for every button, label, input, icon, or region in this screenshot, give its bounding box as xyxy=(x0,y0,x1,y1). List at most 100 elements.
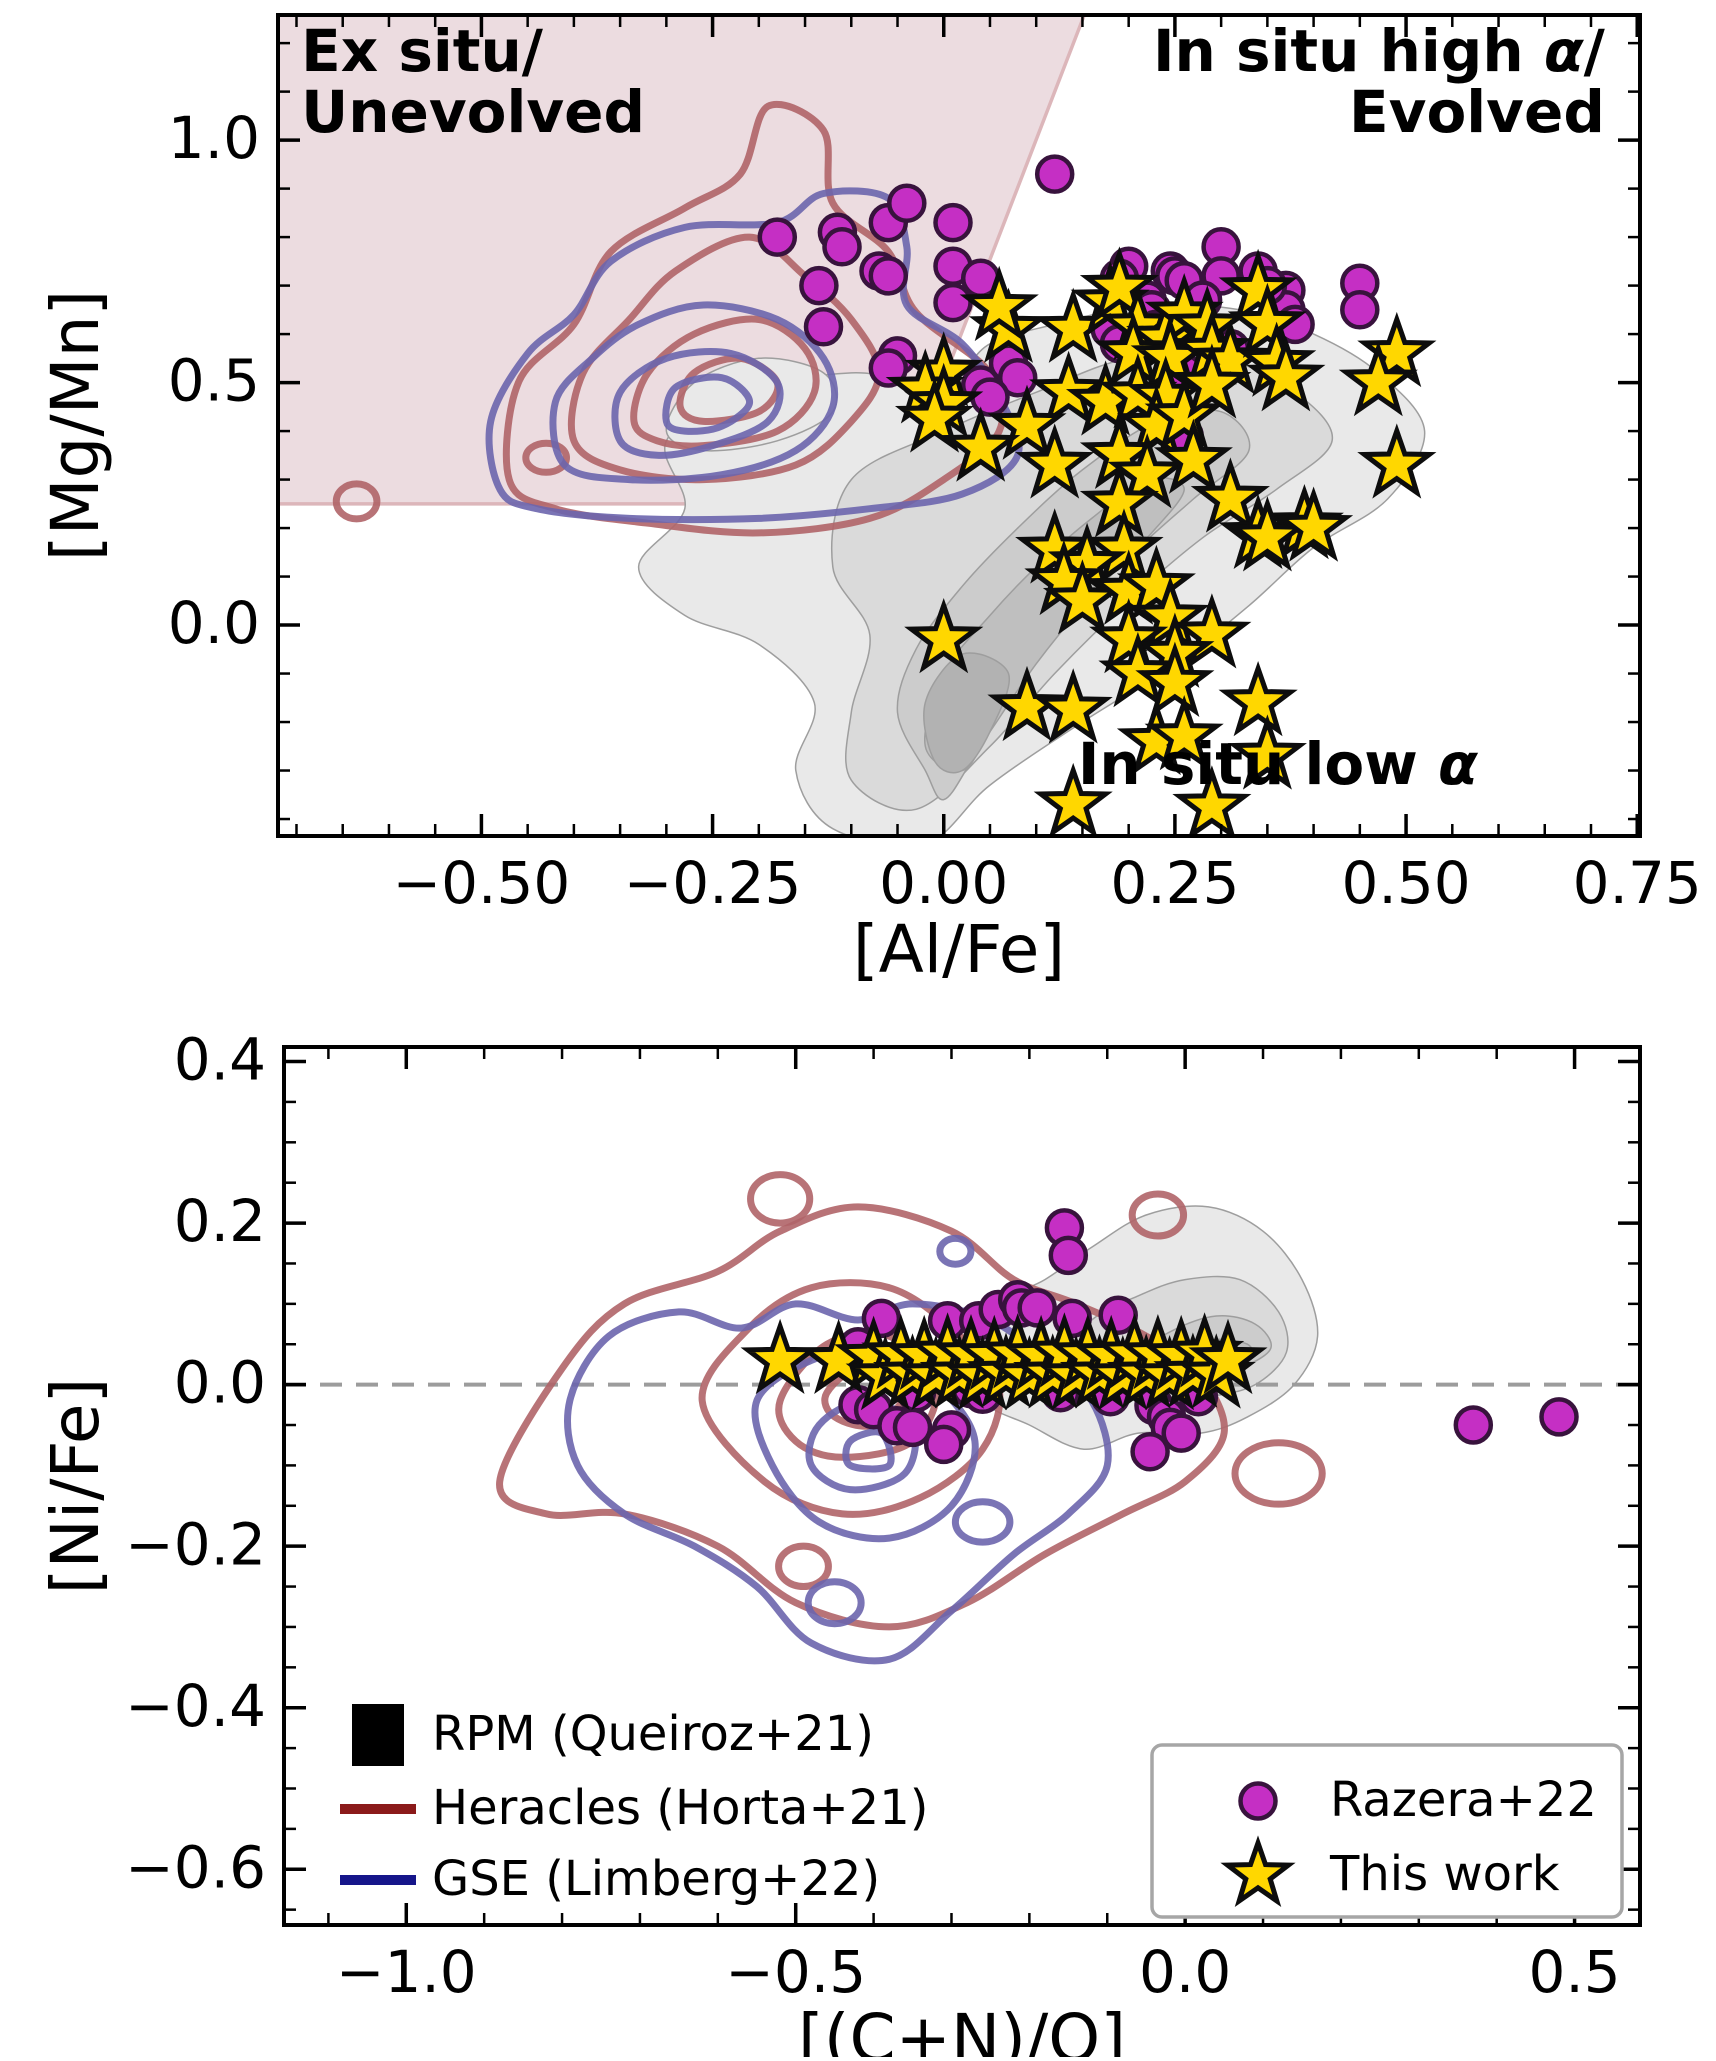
circle-marker xyxy=(822,227,862,267)
heracles-contour-island xyxy=(1128,1190,1188,1240)
region-annotation: Unevolved xyxy=(301,78,645,146)
heracles-contour-island xyxy=(522,439,570,476)
circle-marker xyxy=(799,265,839,306)
heracles-contour xyxy=(502,100,1007,537)
circle-marker xyxy=(1340,290,1380,330)
star-marker xyxy=(1188,1318,1268,1395)
x-tick-label: 0.5 xyxy=(1528,1938,1620,2006)
x-tick-label: 0.25 xyxy=(1110,849,1239,917)
star-marker xyxy=(1015,423,1095,499)
y-tick-label: −0.4 xyxy=(125,1672,266,1740)
star-marker xyxy=(1338,340,1418,417)
x-tick-label: 0.50 xyxy=(1341,849,1470,917)
heracles-contour xyxy=(630,315,820,450)
star-marker xyxy=(1190,457,1270,533)
star-marker xyxy=(1015,508,1095,584)
gse-contour xyxy=(549,301,839,484)
region-annotation: Ex situ/ xyxy=(301,17,544,85)
region-annotation: Evolved xyxy=(1349,78,1605,146)
circle-marker xyxy=(1130,1431,1170,1472)
top-panel-y-axis-title: [Mg/Mn] xyxy=(37,290,114,561)
circle-marker xyxy=(868,256,909,296)
y-tick-label: −0.2 xyxy=(125,1510,266,1578)
heracles-contour-island xyxy=(332,480,381,523)
star-marker xyxy=(1172,765,1252,836)
legend-label: Heracles (Horta+21) xyxy=(432,1780,928,1836)
circle-marker xyxy=(1539,1397,1579,1437)
region-annotation: In situ low α xyxy=(1078,730,1479,798)
bottom-panel-y-axis-title: [Ni/Fe] xyxy=(37,1378,114,1594)
top-panel-x-axis-title: [Al/Fe] xyxy=(853,911,1065,988)
top-panel-frame xyxy=(276,13,1642,838)
legend-samples: Razera+22 This work xyxy=(1150,1743,1624,1919)
circle-marker xyxy=(1453,1405,1494,1445)
circle-marker xyxy=(933,202,973,243)
gse-contour xyxy=(485,187,1023,524)
x-tick-label: −0.5 xyxy=(725,1938,866,2006)
star-marker xyxy=(987,384,1067,460)
star-marker xyxy=(1028,350,1109,426)
x-tick-label: 0.75 xyxy=(1573,849,1702,917)
y-tick-label: 0.0 xyxy=(168,589,260,657)
legend-circle-marker xyxy=(1238,1781,1278,1821)
circle-marker xyxy=(868,348,909,388)
star-marker xyxy=(1172,343,1252,419)
star-marker xyxy=(1144,694,1224,771)
circle-marker xyxy=(887,183,927,223)
circle-marker xyxy=(1034,154,1075,194)
bottom-panel-frame xyxy=(282,1045,1642,1927)
star-marker xyxy=(1172,593,1252,669)
top-panel: Ex situ/Unevolved In situ high α/Evolved I… xyxy=(37,13,1702,988)
star-marker xyxy=(1227,714,1307,790)
circle-marker xyxy=(757,217,798,257)
star-marker xyxy=(1135,641,1215,717)
x-tick-label: −1.0 xyxy=(336,1938,477,2006)
legend-star-marker xyxy=(1220,1835,1296,1908)
x-tick-label: −0.25 xyxy=(624,849,802,917)
heracles-contour-island xyxy=(775,1542,832,1591)
circle-marker xyxy=(1048,1235,1089,1276)
star-marker xyxy=(1274,486,1354,562)
star-marker xyxy=(1153,418,1233,494)
rpm-density-fill xyxy=(923,652,1011,774)
x-tick-label: 0.00 xyxy=(879,849,1008,917)
star-marker xyxy=(1107,433,1187,509)
circle-marker xyxy=(1161,1413,1201,1453)
heracles-contour-island xyxy=(1231,1439,1326,1508)
heracles-contour-island xyxy=(747,1171,814,1227)
star-marker xyxy=(1033,668,1113,744)
bottom-panel-x-axis-title: [(C+N)/O] xyxy=(798,2000,1126,2057)
heracles-contour xyxy=(775,1329,941,1461)
y-tick-label: 0.2 xyxy=(174,1187,266,1255)
star-marker xyxy=(1357,311,1437,388)
gse-contour xyxy=(662,373,754,435)
gse-contour-island xyxy=(936,1234,975,1268)
y-tick-label: 0.0 xyxy=(174,1349,266,1417)
this-work-stars xyxy=(740,1312,1268,1411)
legend-label: GSE (Limberg+22) xyxy=(432,1851,880,1907)
circle-marker xyxy=(1017,1288,1057,1328)
star-marker xyxy=(1089,597,1169,674)
star-marker xyxy=(941,406,1021,482)
legend-models: RPM (Queiroz+21) Heracles (Horta+21) GSE (… xyxy=(340,1704,928,1907)
legend-label: RPM (Queiroz+21) xyxy=(432,1706,874,1762)
star-marker xyxy=(1218,660,1298,737)
x-tick-label: 0.0 xyxy=(1139,1938,1231,2006)
circle-marker xyxy=(923,1424,964,1465)
star-marker xyxy=(1246,336,1326,412)
this-work-stars xyxy=(885,246,1437,836)
y-tick-label: 0.4 xyxy=(174,1026,266,1094)
star-marker xyxy=(1144,374,1224,451)
gse-contour xyxy=(611,348,784,459)
star-marker xyxy=(1079,462,1160,538)
legend-label: Razera+22 xyxy=(1330,1772,1597,1828)
rpm-square-swatch xyxy=(352,1704,404,1766)
star-marker xyxy=(1357,423,1437,499)
y-tick-label: 1.0 xyxy=(168,104,260,172)
legend-label: This work xyxy=(1329,1846,1560,1902)
circle-marker xyxy=(933,282,973,323)
star-marker xyxy=(894,377,975,453)
circle-marker xyxy=(803,307,844,347)
star-marker xyxy=(1227,282,1307,359)
